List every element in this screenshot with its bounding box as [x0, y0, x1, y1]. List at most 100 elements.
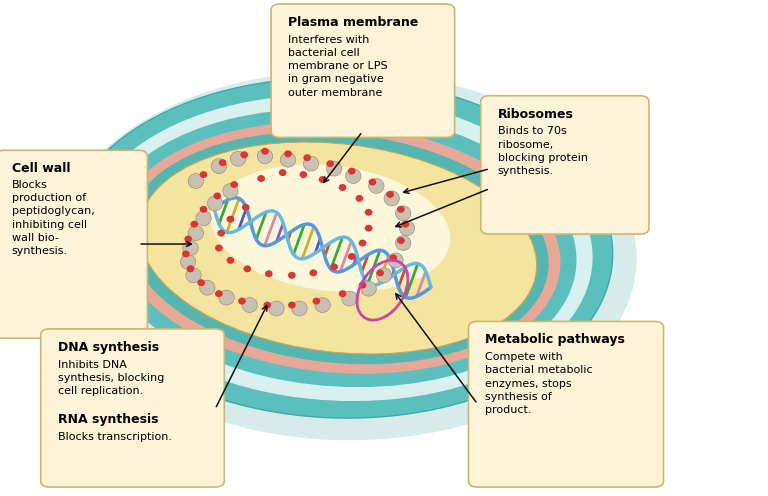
- Ellipse shape: [200, 280, 215, 295]
- Ellipse shape: [261, 148, 269, 155]
- Ellipse shape: [127, 132, 548, 364]
- Ellipse shape: [365, 209, 372, 216]
- Ellipse shape: [243, 265, 251, 272]
- Ellipse shape: [207, 196, 223, 211]
- Text: Interferes with
bacterial cell
membrane or LPS
in gram negative
outer membrane: Interferes with bacterial cell membrane …: [288, 35, 388, 98]
- Text: Blocks transcription.: Blocks transcription.: [58, 432, 171, 441]
- Ellipse shape: [188, 174, 204, 188]
- Ellipse shape: [313, 298, 320, 305]
- Ellipse shape: [300, 171, 307, 178]
- Ellipse shape: [219, 290, 234, 305]
- Ellipse shape: [288, 272, 296, 279]
- Ellipse shape: [219, 159, 227, 166]
- Ellipse shape: [242, 298, 257, 312]
- Ellipse shape: [196, 211, 211, 226]
- Ellipse shape: [346, 169, 361, 184]
- Text: Metabolic pathways: Metabolic pathways: [485, 333, 625, 346]
- Ellipse shape: [200, 206, 207, 213]
- Text: Ribosomes: Ribosomes: [498, 108, 574, 121]
- Ellipse shape: [315, 298, 330, 312]
- Ellipse shape: [230, 151, 246, 166]
- Text: Cell wall: Cell wall: [12, 162, 70, 175]
- Ellipse shape: [303, 156, 319, 171]
- Ellipse shape: [257, 175, 265, 182]
- Text: Blocks
production of
peptidoglycan,
inhibiting cell
wall bio-
synthesis.: Blocks production of peptidoglycan, inhi…: [12, 180, 94, 256]
- Ellipse shape: [397, 206, 405, 213]
- Ellipse shape: [115, 122, 561, 374]
- Ellipse shape: [280, 152, 296, 167]
- Ellipse shape: [238, 298, 246, 305]
- Ellipse shape: [217, 230, 225, 237]
- Text: DNA synthesis: DNA synthesis: [58, 341, 159, 354]
- Ellipse shape: [356, 195, 363, 202]
- Ellipse shape: [279, 169, 286, 176]
- Ellipse shape: [396, 236, 411, 250]
- Ellipse shape: [227, 257, 234, 264]
- FancyBboxPatch shape: [41, 329, 224, 487]
- Text: Compete with
bacterial metabolic
enzymes, stops
synthesis of
product.: Compete with bacterial metabolic enzymes…: [485, 352, 593, 415]
- Ellipse shape: [303, 154, 311, 161]
- Ellipse shape: [402, 221, 409, 228]
- Ellipse shape: [210, 164, 450, 292]
- Ellipse shape: [263, 302, 271, 309]
- Ellipse shape: [242, 204, 250, 211]
- FancyBboxPatch shape: [468, 321, 664, 487]
- Ellipse shape: [399, 221, 415, 236]
- Ellipse shape: [310, 269, 317, 276]
- Ellipse shape: [348, 168, 356, 175]
- Ellipse shape: [369, 179, 376, 186]
- Ellipse shape: [215, 245, 223, 251]
- Ellipse shape: [99, 109, 577, 387]
- Ellipse shape: [63, 78, 613, 418]
- Ellipse shape: [348, 253, 356, 260]
- Ellipse shape: [339, 290, 346, 297]
- Ellipse shape: [339, 184, 346, 191]
- Ellipse shape: [184, 236, 192, 243]
- Text: Binds to 70s
ribosome,
blocking protein
synthesis.: Binds to 70s ribosome, blocking protein …: [498, 126, 588, 176]
- Ellipse shape: [197, 279, 205, 286]
- Text: RNA synthesis: RNA synthesis: [58, 413, 158, 426]
- Ellipse shape: [187, 265, 194, 272]
- Ellipse shape: [223, 184, 238, 198]
- Ellipse shape: [359, 240, 366, 247]
- Ellipse shape: [215, 290, 223, 297]
- Ellipse shape: [330, 263, 338, 270]
- Ellipse shape: [180, 254, 196, 269]
- FancyBboxPatch shape: [481, 96, 649, 234]
- Ellipse shape: [227, 216, 234, 223]
- Ellipse shape: [182, 250, 190, 257]
- Ellipse shape: [257, 149, 273, 164]
- Ellipse shape: [396, 206, 411, 221]
- Ellipse shape: [326, 160, 334, 167]
- Ellipse shape: [397, 237, 405, 244]
- Ellipse shape: [211, 159, 227, 174]
- Ellipse shape: [214, 192, 221, 199]
- Ellipse shape: [376, 268, 392, 283]
- Ellipse shape: [326, 161, 342, 176]
- Ellipse shape: [183, 241, 198, 255]
- Ellipse shape: [200, 171, 207, 178]
- Ellipse shape: [139, 142, 537, 354]
- Ellipse shape: [292, 301, 307, 316]
- FancyBboxPatch shape: [271, 4, 455, 137]
- Ellipse shape: [288, 302, 296, 309]
- Ellipse shape: [359, 282, 366, 289]
- Ellipse shape: [230, 181, 238, 188]
- Ellipse shape: [265, 270, 273, 277]
- Ellipse shape: [83, 95, 593, 401]
- Ellipse shape: [319, 176, 326, 183]
- Ellipse shape: [188, 226, 204, 241]
- Ellipse shape: [365, 225, 372, 232]
- Ellipse shape: [342, 291, 357, 306]
- Ellipse shape: [369, 179, 384, 193]
- Ellipse shape: [269, 301, 284, 316]
- Ellipse shape: [389, 254, 397, 261]
- Ellipse shape: [55, 70, 637, 440]
- Ellipse shape: [376, 269, 384, 276]
- Ellipse shape: [388, 253, 403, 268]
- Ellipse shape: [361, 281, 376, 296]
- Ellipse shape: [386, 191, 394, 198]
- Ellipse shape: [186, 268, 201, 283]
- Text: Inhibits DNA
synthesis, blocking
cell replication.: Inhibits DNA synthesis, blocking cell re…: [58, 360, 164, 396]
- Ellipse shape: [284, 150, 292, 157]
